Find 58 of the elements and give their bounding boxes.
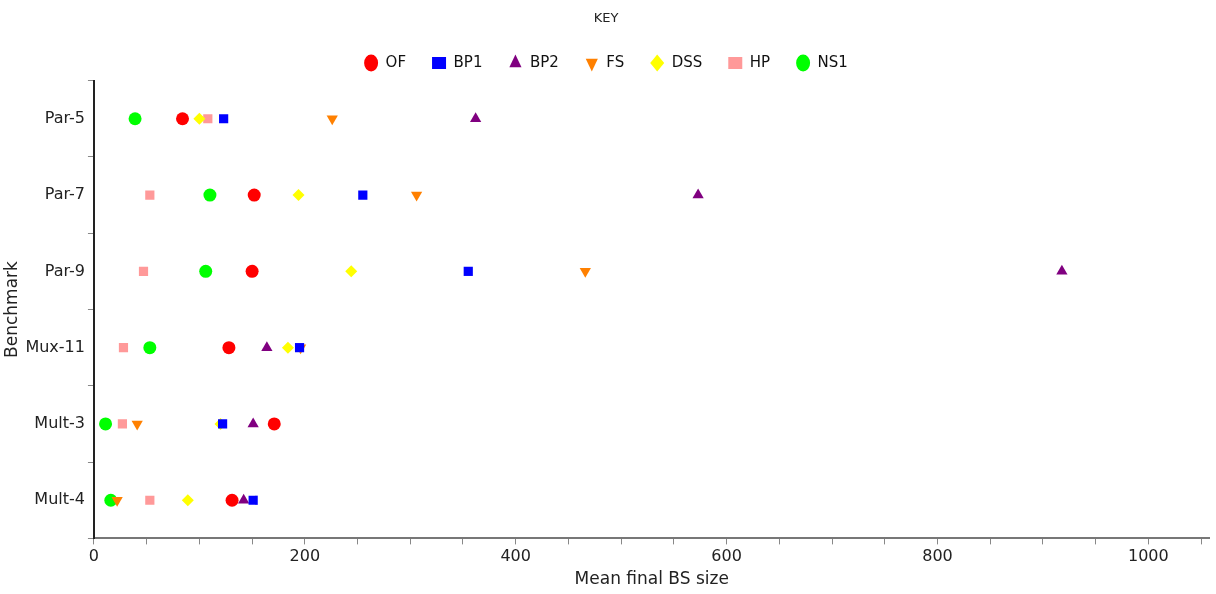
y-tick-label: Par-5 (44, 107, 85, 127)
x-tick-label: 800 (922, 546, 953, 566)
point (292, 189, 305, 202)
point (261, 341, 273, 351)
point (222, 341, 236, 355)
point (219, 114, 229, 124)
y-tick-label: Mult-4 (34, 489, 85, 509)
x-tick-label: 1000 (1127, 546, 1169, 566)
x-tick-label: 200 (289, 546, 321, 566)
point (118, 343, 129, 353)
legend-label: OF (385, 52, 407, 71)
x-tick-label: 600 (711, 546, 742, 566)
point (225, 493, 239, 507)
point (248, 495, 258, 505)
legend-label: HP (749, 52, 771, 71)
legend-title: KEY (593, 9, 619, 25)
point (128, 112, 142, 126)
point (143, 341, 157, 355)
point (245, 264, 259, 278)
point (326, 115, 338, 126)
y-tick-label: Mult-3 (34, 413, 85, 433)
legend-label: NS1 (817, 52, 848, 71)
point (247, 417, 259, 428)
point (145, 190, 155, 200)
legend-label: DSS (671, 52, 703, 71)
point (410, 191, 423, 202)
point (99, 417, 113, 431)
point (579, 268, 591, 278)
point (267, 417, 281, 431)
point (138, 266, 149, 276)
point (145, 495, 155, 505)
legend-label: FS (606, 52, 625, 71)
point (247, 188, 261, 202)
point (117, 419, 128, 429)
point (358, 190, 368, 200)
y-tick-label: Mux-11 (25, 336, 85, 356)
legend-label: BP2 (529, 52, 559, 71)
point (199, 264, 213, 278)
point (463, 266, 473, 276)
x-axis-title: Mean final BS size (574, 568, 729, 589)
point (181, 494, 194, 507)
y-axis-title: Benchmark (0, 260, 21, 358)
point (176, 112, 190, 126)
y-tick-label: Par-9 (44, 260, 85, 280)
point (203, 188, 217, 202)
point (345, 265, 358, 278)
point (1056, 264, 1068, 275)
point (193, 112, 206, 125)
x-tick-label: 400 (500, 546, 531, 566)
point (281, 341, 294, 354)
legend-label: BP1 (453, 52, 483, 71)
point (238, 493, 250, 504)
x-tick-label: 0 (88, 546, 100, 566)
point (111, 497, 123, 507)
point (131, 420, 143, 431)
y-tick-label: Par-7 (44, 184, 85, 204)
point (692, 188, 704, 199)
point (470, 112, 482, 122)
